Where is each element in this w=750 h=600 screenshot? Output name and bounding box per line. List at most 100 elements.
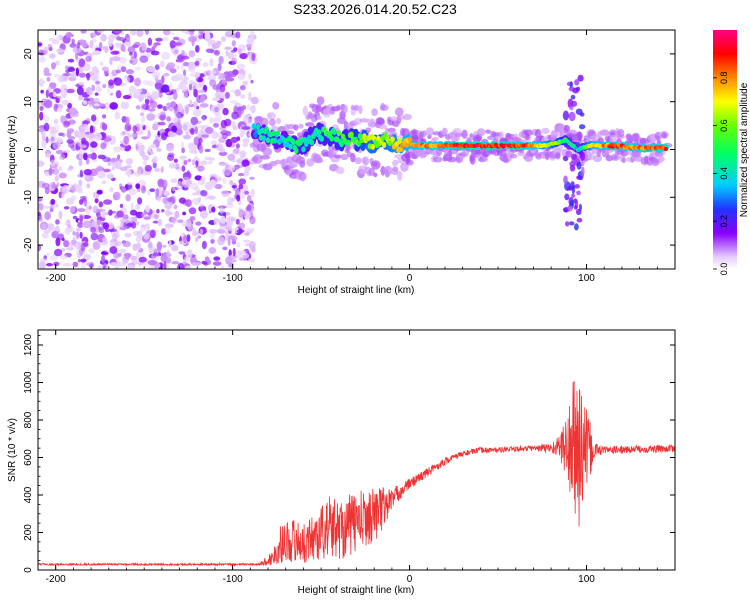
noise-blob [122, 263, 127, 267]
noise-blob [38, 244, 41, 252]
noise-blob [172, 36, 180, 41]
noise-blob [77, 138, 82, 147]
noise-blob [97, 226, 104, 231]
noise-blob [161, 209, 165, 213]
noise-blob [205, 48, 215, 53]
noise-blob [231, 111, 239, 120]
noise-blob [233, 47, 238, 52]
ridge-halo [252, 154, 263, 164]
noise-blob [38, 48, 43, 56]
noise-blob [82, 220, 92, 229]
noise-blob [89, 168, 98, 177]
noise-blob [204, 148, 211, 153]
snr-x-axis: -200 -100 0 100 [46, 330, 676, 585]
noise-blob [77, 188, 84, 194]
noise-blob [242, 80, 248, 86]
ridge-core [397, 137, 402, 144]
noise-blob [71, 38, 75, 45]
noise-blob [55, 219, 60, 225]
noise-blob [51, 183, 59, 189]
noise-blob [182, 179, 186, 185]
snr-panel: -200 -100 0 100 0 200 400 600 800 1000 1200 Heigh… [7, 329, 676, 596]
noise-blob [118, 56, 127, 64]
noise-blob [227, 238, 231, 246]
noise-blob [128, 188, 138, 196]
noise-blob [136, 30, 144, 37]
ridge-halo [658, 156, 666, 162]
spike-blob [564, 193, 570, 201]
spectrogram-y-label: Frequency (Hz) [7, 116, 18, 185]
noise-blob [241, 252, 250, 259]
noise-blob [178, 251, 186, 255]
noise-blob [124, 255, 130, 260]
noise-blob [120, 219, 124, 229]
noise-blob [184, 93, 188, 99]
noise-blob [66, 128, 75, 134]
ridge-halo [482, 156, 489, 162]
noise-blob [53, 74, 61, 78]
ridge-halo [269, 118, 276, 127]
noise-blob [166, 201, 173, 207]
noise-blob [89, 40, 94, 49]
noise-blob [173, 158, 178, 163]
noise-blob [248, 91, 252, 99]
noise-blob [193, 136, 200, 146]
noise-blob [199, 160, 208, 166]
noise-blob [84, 173, 93, 183]
noise-blob [238, 257, 245, 261]
noise-blob [93, 103, 100, 107]
noise-blob [77, 39, 87, 44]
spectrogram-x-axis: -200 -100 0 100 [46, 30, 676, 284]
noise-blob [41, 232, 49, 239]
ridge-halo [380, 104, 389, 111]
noise-blob [169, 68, 177, 74]
noise-blob [222, 177, 227, 184]
ridge-halo [534, 128, 542, 138]
noise-blob [41, 182, 50, 189]
ridge-halo [335, 166, 345, 175]
noise-blob [225, 138, 233, 148]
noise-blob [43, 229, 51, 234]
noise-blob [188, 80, 195, 85]
ridge-halo [433, 156, 443, 163]
noise-blob [59, 34, 63, 41]
noise-blob [140, 224, 146, 232]
ridge-halo [340, 153, 349, 161]
noise-blob [180, 64, 185, 72]
noise-blob [231, 235, 238, 242]
noise-blob [226, 202, 234, 209]
noise-blob [138, 98, 143, 103]
x-tick-label: -100 [223, 574, 243, 585]
noise-blob [194, 155, 199, 162]
noise-blob [245, 44, 252, 48]
noise-blob [104, 45, 109, 54]
noise-blob [236, 229, 245, 234]
noise-blob [207, 161, 213, 165]
figure-title: S233.2026.014.20.52.C23 [293, 1, 457, 17]
noise-blob [227, 52, 234, 60]
noise-blob [235, 31, 241, 39]
noise-blob [169, 32, 176, 36]
noise-blob [195, 221, 202, 226]
spike-blob [574, 223, 579, 231]
ridge-halo [302, 105, 308, 116]
noise-blob [136, 230, 143, 238]
noise-blob [55, 48, 65, 53]
noise-blob [61, 99, 69, 106]
spike-blob [572, 87, 579, 94]
noise-blob [241, 159, 250, 167]
noise-blob [82, 253, 92, 261]
ridge-core [288, 143, 293, 150]
ridge-halo [461, 129, 468, 139]
noise-blob [102, 83, 107, 89]
noise-blob [220, 215, 226, 224]
noise-blob [109, 57, 113, 65]
spike-blob [565, 221, 570, 227]
noise-blob [178, 104, 183, 113]
x-tick-label: 0 [407, 574, 413, 585]
noise-blob [166, 249, 170, 258]
noise-blob [182, 124, 188, 131]
noise-blob [99, 41, 103, 49]
noise-blob [192, 197, 201, 205]
noise-blob [82, 120, 91, 125]
